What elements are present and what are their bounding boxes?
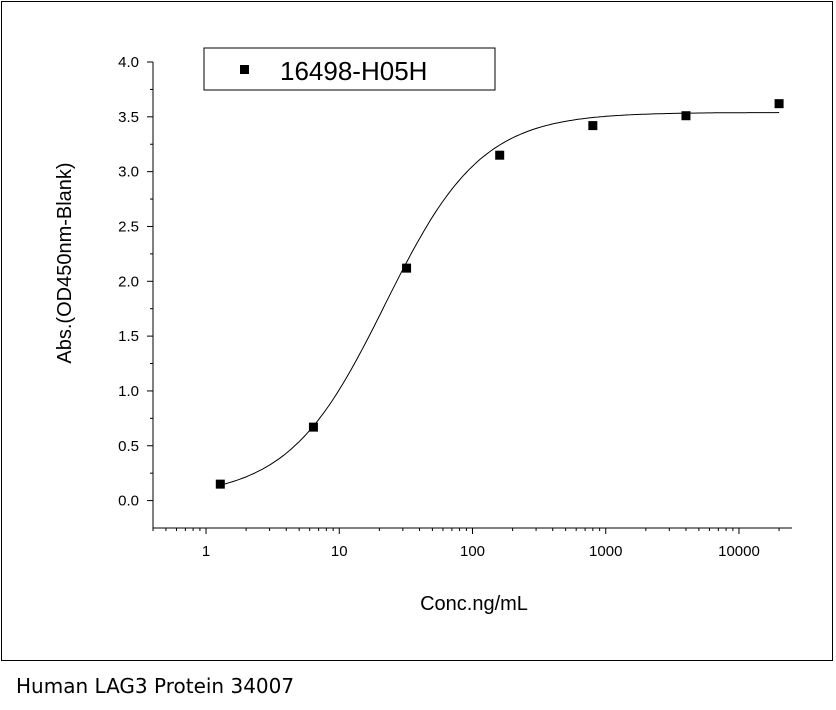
legend-box: [203, 47, 496, 91]
data-point: [495, 150, 505, 160]
y-tick-label: 3.0: [118, 164, 139, 181]
dose-response-chart: 0.0 0.5 1.0 1.5 2.0 2.5 3.0 3.5 4.0 1 10 100 1000 10…: [54, 47, 792, 615]
data-point: [402, 263, 412, 273]
axes: [152, 62, 792, 529]
data-points: [215, 99, 784, 489]
fit-curve: [220, 112, 780, 486]
x-tick-label: 1000: [589, 543, 622, 560]
data-point: [215, 479, 225, 489]
y-tick-label: 3.5: [118, 109, 139, 126]
y-tick-label: 0.0: [118, 493, 139, 510]
y-axis-ticks: 0.0 0.5 1.0 1.5 2.0 2.5 3.0 3.5 4.0: [118, 54, 153, 510]
legend: 16498-H05H: [203, 47, 496, 91]
y-axis-label: Abs.(OD450nm-Blank): [54, 162, 76, 363]
x-tick-label: 10: [331, 543, 348, 560]
x-tick-label: 10000: [718, 543, 760, 560]
data-point: [681, 111, 691, 121]
data-point: [774, 99, 784, 109]
x-axis-ticks: 1 10 100 1000 10000: [152, 528, 780, 560]
x-tick-label: 1: [202, 543, 210, 560]
y-tick-label: 2.0: [118, 273, 139, 290]
figure-caption: Human LAG3 Protein 34007: [16, 674, 295, 698]
legend-marker: [240, 65, 249, 74]
x-tick-label: 100: [460, 543, 485, 560]
data-point: [588, 121, 598, 131]
y-tick-label: 0.5: [118, 438, 139, 455]
legend-label: 16498-H05H: [280, 56, 427, 86]
y-tick-label: 2.5: [118, 218, 139, 235]
data-point: [308, 422, 318, 432]
chart-frame: [1, 1, 833, 661]
y-tick-label: 1.0: [118, 383, 139, 400]
x-axis-label: Conc.ng/mL: [420, 593, 528, 615]
y-tick-label: 1.5: [118, 328, 139, 345]
y-tick-label: 4.0: [118, 54, 139, 71]
